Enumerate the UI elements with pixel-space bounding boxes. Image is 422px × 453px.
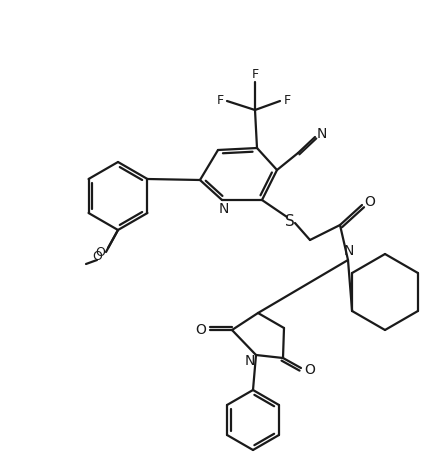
Text: N: N <box>245 354 255 368</box>
Text: N: N <box>219 202 229 216</box>
Text: O: O <box>195 323 206 337</box>
Text: O: O <box>92 250 102 262</box>
Text: O: O <box>95 246 105 260</box>
Text: S: S <box>285 215 295 230</box>
Text: F: F <box>284 95 291 107</box>
Text: N: N <box>317 127 327 141</box>
Text: N: N <box>344 244 354 258</box>
Text: O: O <box>305 363 315 377</box>
Text: O: O <box>365 195 376 209</box>
Text: F: F <box>252 68 259 82</box>
Text: F: F <box>216 95 224 107</box>
